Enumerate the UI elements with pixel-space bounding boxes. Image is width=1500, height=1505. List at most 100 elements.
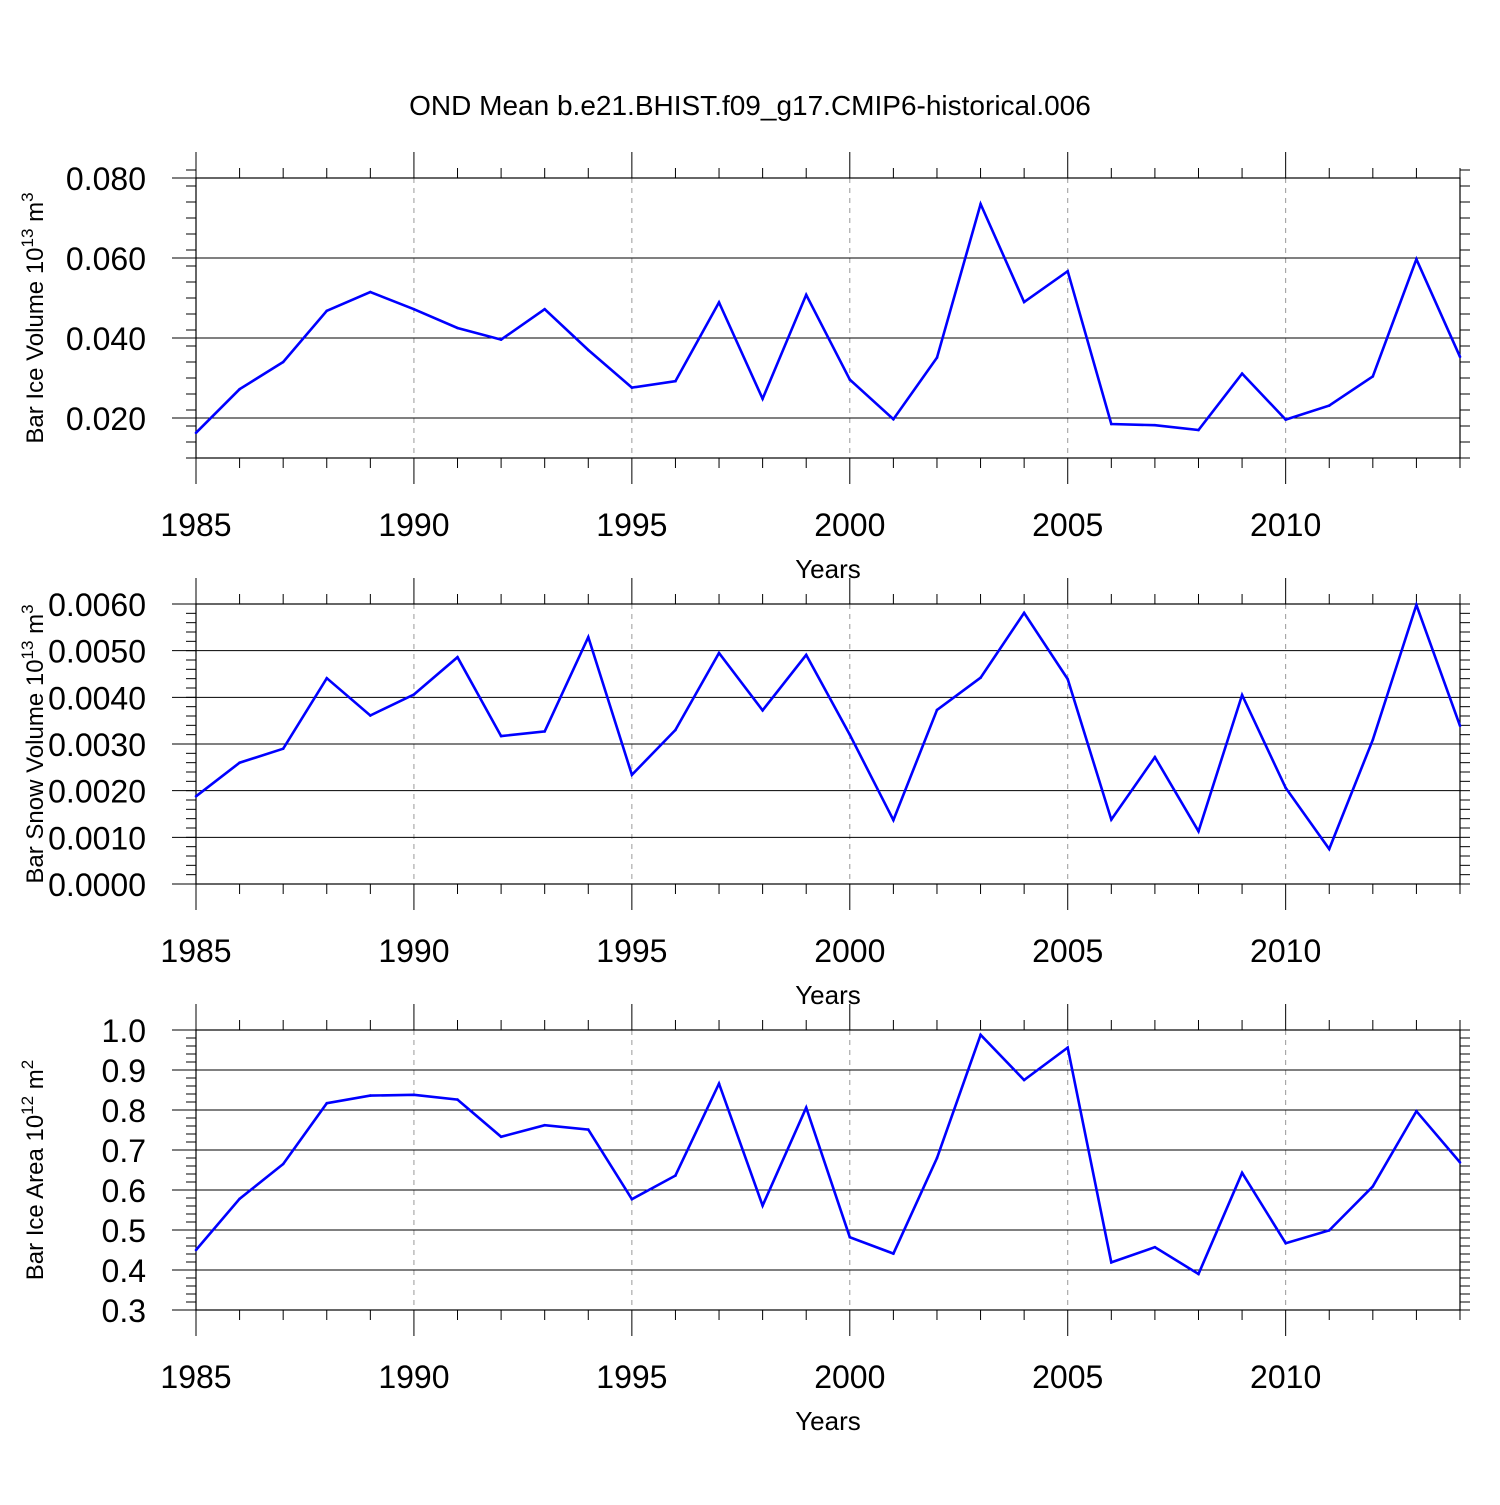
- data-point: [194, 794, 198, 798]
- data-point: [1022, 1078, 1026, 1082]
- panel-2: 1985 1990 1995 2000 2005 2010 0.0000 0.0010 0.00…: [18, 578, 1470, 1010]
- x-tick-label: 1985: [160, 933, 231, 969]
- data-point: [543, 730, 546, 733]
- x-tick-label: 2000: [814, 933, 885, 969]
- data-point: [1153, 755, 1157, 759]
- data-point: [1240, 1171, 1244, 1175]
- data-point: [979, 676, 982, 680]
- y-axis-label: Bar Ice Area 1012 m2: [18, 1060, 49, 1281]
- series-line: [195, 1032, 1461, 1276]
- y-tick-label: 0.060: [66, 241, 146, 277]
- data-point: [761, 709, 764, 712]
- chart-title: OND Mean b.e21.BHIST.f09_g17.CMIP6-histo…: [409, 90, 1091, 121]
- data-point: [848, 1235, 852, 1239]
- data-point: [586, 635, 590, 639]
- data-point: [1153, 1245, 1157, 1249]
- data-point: [238, 387, 241, 391]
- y-tick-label: 0.0050: [48, 634, 146, 670]
- data-point: [761, 1204, 764, 1207]
- data-point: [586, 348, 590, 352]
- y-tick-label: 0.0060: [48, 587, 146, 623]
- data-point: [1022, 611, 1026, 615]
- data-point: [630, 773, 634, 777]
- data-point: [325, 309, 329, 313]
- data-point: [281, 1162, 285, 1166]
- data-point: [1284, 1241, 1287, 1245]
- data-point: [1022, 300, 1026, 304]
- data-point: [1415, 1109, 1418, 1113]
- data-point: [630, 1197, 634, 1201]
- data-point: [717, 301, 721, 304]
- y-tick-label: 0.7: [102, 1133, 146, 1169]
- plot-frame: [195, 1029, 1461, 1311]
- data-point: [674, 379, 677, 383]
- x-tick-label: 2010: [1250, 1359, 1321, 1395]
- data-point: [717, 651, 721, 655]
- data-point: [543, 307, 546, 311]
- data-point: [1066, 269, 1070, 273]
- data-point: [412, 307, 416, 311]
- data-point: [412, 693, 416, 696]
- data-point: [892, 417, 895, 421]
- y-axis-label-text: Bar Ice Area 10: [22, 1115, 49, 1280]
- y-axis-label-exponent: 13: [18, 641, 37, 660]
- y-tick-label: 0.5: [102, 1213, 146, 1249]
- data-point: [499, 338, 503, 341]
- y-tick-label: 0.0010: [48, 820, 146, 856]
- data-point: [1110, 422, 1113, 426]
- y-tick-label: 0.6: [102, 1173, 146, 1209]
- data-point: [1327, 404, 1331, 407]
- data-point: [979, 1033, 982, 1037]
- data-point: [1066, 1046, 1070, 1049]
- y-axis-label-exponent: 13: [18, 229, 37, 248]
- x-tick-label: 1995: [596, 507, 667, 543]
- data-point: [935, 356, 939, 359]
- data-point: [804, 1106, 808, 1109]
- y-tick-label: 0.0020: [48, 774, 146, 810]
- y-tick-label: 0.080: [66, 161, 146, 197]
- y-tick-label: 0.020: [66, 401, 146, 437]
- y-tick-label: 0.8: [102, 1093, 146, 1129]
- y-axis-label: Bar Snow Volume 1013 m3: [18, 604, 49, 883]
- data-point: [979, 202, 982, 206]
- x-axis-label: Years: [795, 980, 861, 1010]
- data-point: [717, 1082, 721, 1085]
- y-tick-label: 0.4: [102, 1253, 146, 1289]
- data-point: [804, 293, 808, 297]
- data-point: [1240, 372, 1244, 375]
- data-point: [1327, 1229, 1331, 1232]
- data-point: [1110, 818, 1113, 821]
- x-tick-label: 1990: [378, 933, 449, 969]
- data-point: [1415, 603, 1418, 607]
- data-point: [1458, 355, 1462, 359]
- y-axis-label-unit: m: [22, 614, 49, 641]
- data-point: [456, 1098, 459, 1101]
- y-axis-label-unit-exponent: 2: [18, 1060, 37, 1069]
- x-tick-label: 1995: [596, 1359, 667, 1395]
- y-axis-label-unit: m: [22, 202, 49, 229]
- data-point: [935, 1156, 939, 1160]
- y-axis-label-unit: m: [22, 1069, 49, 1096]
- data-point: [1066, 677, 1070, 681]
- panel-3: 1985 1990 1995 2000 2005 2010 0.3 0.4 0.5 0.6 0.7 0…: [18, 1004, 1470, 1436]
- panel-1: 1985 1990 1995 2000 2005 2010 0.020 0.040 0.060 0…: [18, 152, 1470, 584]
- x-axis-label: Years: [795, 1406, 861, 1436]
- data-point: [1284, 418, 1287, 421]
- data-point: [1415, 257, 1418, 261]
- x-tick-label: 1990: [378, 507, 449, 543]
- data-point: [848, 378, 852, 381]
- data-point: [1458, 724, 1462, 728]
- x-tick-label: 1985: [160, 1359, 231, 1395]
- data-point: [1153, 423, 1157, 427]
- data-point: [674, 1174, 677, 1177]
- y-tick-label: 0.040: [66, 321, 146, 357]
- data-point: [1197, 428, 1200, 432]
- data-point: [325, 1101, 329, 1105]
- data-point: [935, 708, 939, 712]
- data-point: [804, 653, 808, 657]
- data-point: [1240, 693, 1244, 697]
- data-point: [848, 733, 852, 736]
- x-axis-label: Years: [795, 554, 861, 584]
